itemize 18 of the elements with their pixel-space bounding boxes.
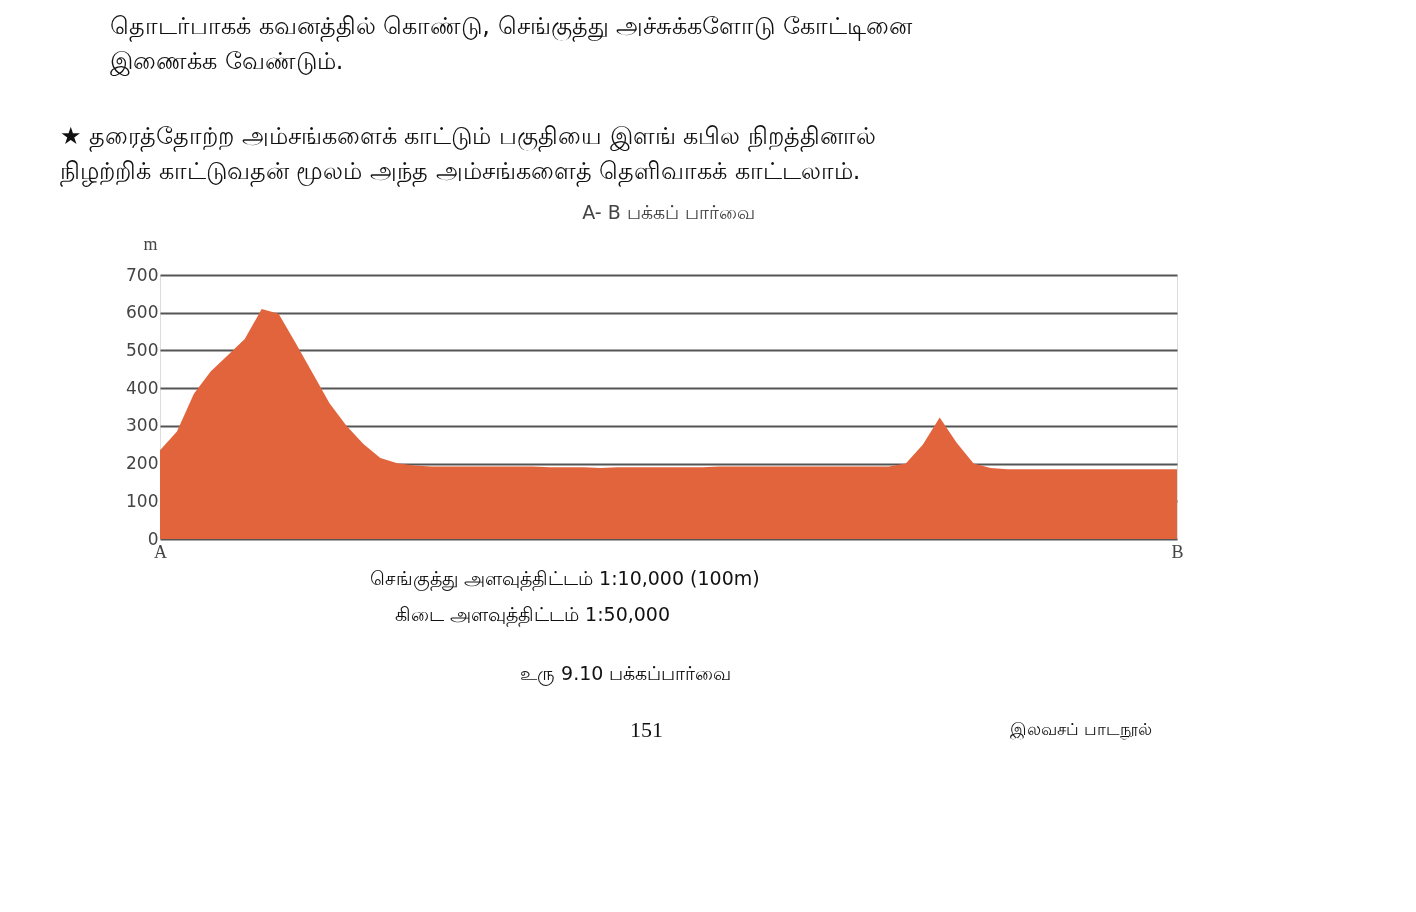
text: கிடை அளவுத்திட்டம் 1:50,000 xyxy=(395,603,671,627)
text: ★ தரைத்தோற்ற அம்சங்களைக் காட்டும் பகுதியை இளங் கபில நிறத்தினால் நிழற்றிக் காட்டுவதன் மூலம் அந்த அம்சங்களைத் தெளிவாகக் காட்டலாம். xyxy=(60,122,876,187)
text: 151 xyxy=(630,717,663,742)
y-tick-label: 600 xyxy=(126,302,159,323)
text: தொடர்பாகக் கவனத்தில் கொண்டு, செங்குத்து அச்சுக்களோடு கோட்டினை இணைக்க வேண்டும். xyxy=(110,12,913,76)
y-tick-label: 500 xyxy=(126,339,159,360)
chart-title: A- B பக்கப் பார்வை xyxy=(582,201,755,223)
y-tick-label: 100 xyxy=(126,490,159,511)
y-tick-label: 300 xyxy=(126,415,159,436)
text: செங்குத்து அளவுத்திட்டம் 1:10,000 (100m) xyxy=(370,567,760,591)
y-tick-label: 0 xyxy=(147,528,159,549)
text: உரு 9.10 பக்கப்பார்வை xyxy=(520,662,732,686)
x-tick-label: B xyxy=(1171,541,1184,562)
text: இலவசப் பாடநூல் xyxy=(1010,719,1153,740)
y-tick-label: 400 xyxy=(126,377,159,398)
y-tick-label: 200 xyxy=(126,453,159,474)
y-tick-label: 700 xyxy=(126,264,159,285)
y-axis-title: m xyxy=(143,233,158,254)
